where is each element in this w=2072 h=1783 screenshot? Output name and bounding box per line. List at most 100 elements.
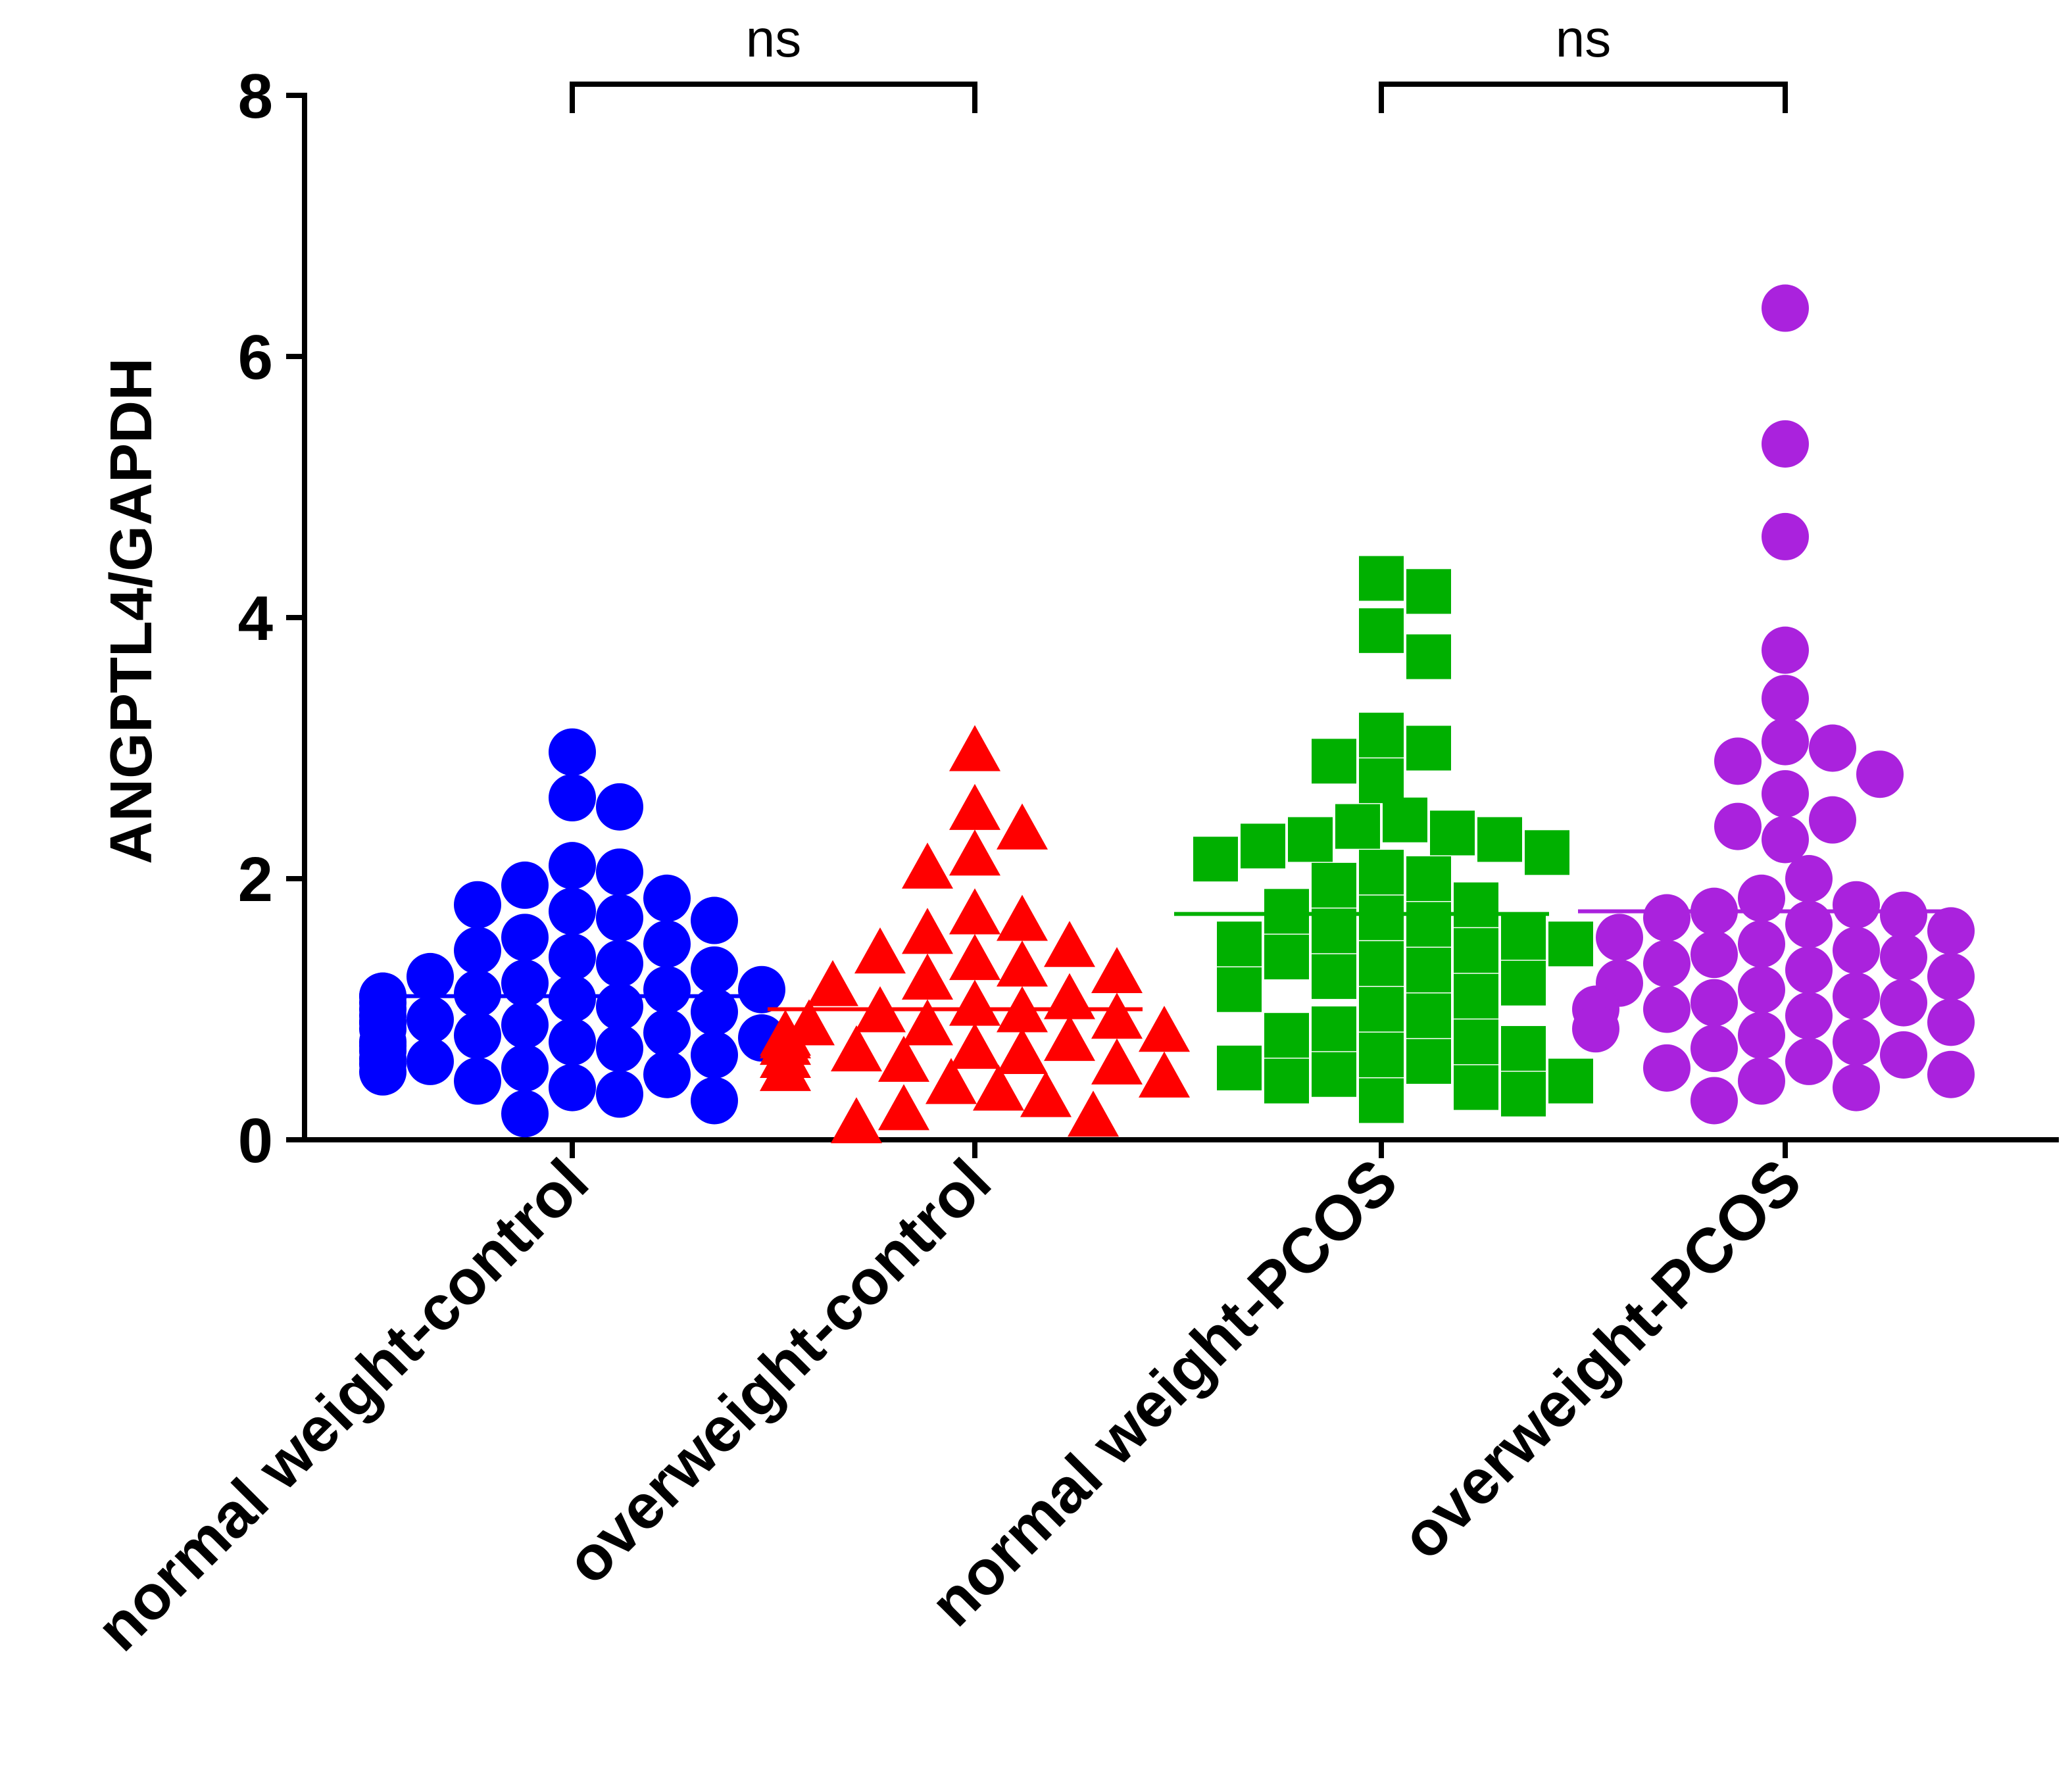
point-0-21 [454,969,501,1017]
point-1-14 [807,960,858,1006]
point-0-26 [596,983,643,1031]
point-2-10 [1430,810,1475,856]
point-0-51 [549,1063,596,1111]
point-2-14 [1525,830,1569,875]
point-0-5 [501,861,549,909]
point-3-9 [1762,769,1809,818]
point-3-26 [1643,940,1690,988]
point-3-12 [1762,816,1809,864]
point-1-32 [1091,1038,1143,1085]
point-0-41 [596,1025,643,1073]
point-1-31 [878,1035,929,1082]
point-1-25 [1044,1015,1095,1062]
point-0-6 [643,874,691,922]
point-2-49 [1359,1078,1404,1123]
point-1-7 [902,908,953,954]
point-1-28 [831,1025,882,1072]
point-3-36 [1785,992,1833,1040]
point-2-46 [1548,1058,1593,1104]
point-3-21 [1596,914,1643,962]
point-0-49 [643,1050,691,1098]
point-0-24 [549,975,596,1023]
point-0-20 [738,965,785,1014]
point-2-45 [1264,1058,1309,1104]
point-3-47 [1833,1063,1880,1111]
point-2-3 [1406,634,1451,679]
point-2-6 [1312,739,1356,784]
point-3-44 [1643,1044,1690,1092]
point-0-3 [549,842,596,890]
point-1-19 [1091,992,1143,1039]
point-3-4 [1762,675,1809,723]
point-0-52 [596,1070,643,1118]
y-tick-label-8: 8 [238,61,273,132]
point-3-19 [1785,900,1833,948]
point-2-28 [1264,935,1309,980]
point-2-48 [1501,1071,1546,1117]
point-1-8 [1044,921,1095,967]
point-1-40 [831,1097,882,1144]
point-1-35 [925,1058,977,1104]
point-0-28 [691,988,738,1036]
point-2-42 [1406,1038,1451,1084]
point-2-39 [1454,1019,1498,1065]
point-3-20 [1927,907,1975,955]
point-2-8 [1383,797,1427,843]
point-3-14 [1738,874,1785,922]
point-2-23 [1312,908,1356,954]
point-2-38 [1264,1013,1309,1058]
point-2-36 [1406,993,1451,1038]
point-3-33 [1880,979,1927,1027]
point-1-4 [902,843,953,889]
point-3-23 [1833,927,1880,975]
point-0-50 [454,1057,501,1105]
point-0-8 [549,887,596,935]
point-2-26 [1548,921,1593,967]
point-3-40 [1833,1018,1880,1066]
point-3-30 [1738,965,1785,1014]
point-2-43 [1217,1045,1262,1090]
point-0-14 [549,933,596,981]
point-2-44 [1312,1052,1356,1097]
point-2-33 [1217,967,1262,1012]
point-2-31 [1312,954,1356,999]
point-3-45 [1927,1050,1975,1098]
point-0-45 [407,1037,454,1085]
point-3-13 [1785,855,1833,902]
sig-label-0: ns [746,9,802,68]
point-2-30 [1406,947,1451,992]
point-3-34 [1643,985,1690,1033]
point-0-35 [643,1009,691,1057]
point-1-39 [1068,1090,1119,1137]
point-2-40 [1501,1026,1546,1071]
point-2-37 [1312,1006,1356,1052]
point-0-16 [691,946,738,994]
point-2-1 [1406,569,1451,614]
point-1-3 [949,829,1000,876]
point-2-5 [1406,725,1451,771]
point-2-47 [1454,1065,1498,1110]
x-tick-label-0: normal weight-control [83,1146,601,1664]
mean-lines [365,909,1953,1012]
point-2-9 [1335,804,1380,849]
point-2-18 [1312,862,1356,908]
point-2-25 [1217,921,1262,967]
point-0-19 [643,965,691,1014]
point-2-7 [1359,758,1404,804]
point-3-48 [1690,1077,1738,1125]
point-1-5 [949,888,1000,935]
point-3-38 [1572,1005,1619,1053]
point-2-16 [1359,850,1404,895]
point-2-24 [1501,915,1546,960]
point-3-46 [1738,1057,1785,1105]
point-3-39 [1738,1012,1785,1060]
point-0-43 [691,1031,738,1079]
x-tick-label-3: overweight-PCOS [1388,1146,1815,1573]
y-tick-label-6: 6 [238,322,273,393]
point-1-10 [949,934,1000,981]
point-2-11 [1288,817,1333,862]
point-2-35 [1359,987,1404,1032]
point-3-0 [1762,284,1809,332]
point-2-34 [1454,973,1498,1019]
point-2-15 [1193,837,1238,882]
